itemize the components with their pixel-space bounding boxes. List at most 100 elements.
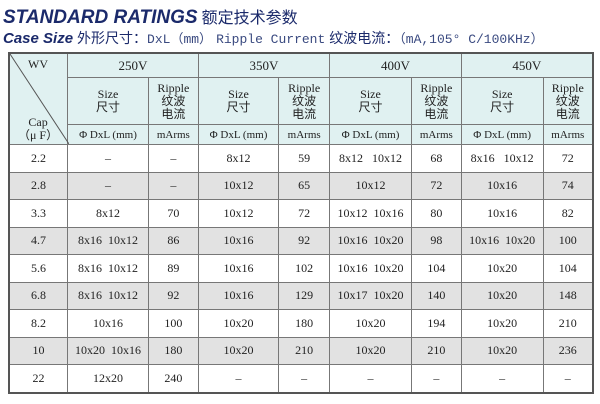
cap-cell: 22: [8, 364, 69, 393]
ripple-cell: 194: [410, 309, 462, 338]
ripple-cell: 72: [542, 144, 594, 173]
size-cn: 尺寸: [226, 100, 251, 114]
ripple-cell: 74: [542, 171, 594, 200]
ripple-cell: 210: [542, 309, 594, 338]
ripple-cn: 纹波电流：: [329, 31, 400, 47]
table-row: 3.3 8x12 70 10x12 72 10x12 10x16 80 10x16 82: [8, 199, 594, 228]
ripple-cell: 100: [147, 309, 199, 338]
size-cell: 8x16 10x12: [460, 144, 544, 173]
ripple-cell: 98: [410, 226, 462, 255]
size-en: Size: [97, 87, 119, 101]
size-cell: 10x16: [197, 254, 280, 283]
size-cell: 10x16 10x20: [460, 226, 544, 255]
size-cell: 10x12: [197, 171, 280, 200]
size-cn: 尺寸: [95, 100, 120, 114]
subtitle: Case Size 外形尺寸：DxL（mm） Ripple Current 纹波…: [3, 28, 544, 48]
size-cell: 12x20: [67, 364, 149, 393]
cap-cell: 10: [8, 336, 69, 365]
size-cell: 10x12: [329, 171, 412, 200]
ripple-header: Ripple 纹波 电流: [542, 77, 594, 125]
voltage-header: 400V: [329, 52, 462, 78]
table-row: 4.7 8x16 10x12 86 10x16 92 10x16 10x20 98 10x16…: [8, 226, 594, 255]
ripple-cell: 70: [147, 199, 199, 228]
size-cell: –: [197, 364, 280, 393]
size-cell: 10x20: [460, 281, 544, 310]
cap-cell: 6.8: [8, 281, 69, 310]
diagonal-line: [10, 54, 69, 144]
cap-cell: 3.3: [8, 199, 69, 228]
size-en: Size: [228, 87, 249, 101]
size-cell: 10x20: [460, 254, 544, 283]
title-en: STANDARD RATINGS: [3, 7, 198, 28]
size-cell: 10x12 10x16: [329, 199, 412, 228]
table-row: 6.8 8x16 10x12 92 10x16 129 10x17 10x20 140 10x…: [8, 281, 594, 310]
voltage-header: 250V: [67, 52, 199, 78]
size-cell: 10x20: [197, 336, 280, 365]
ripple-cell: 236: [542, 336, 594, 365]
ripple-cell: 59: [278, 144, 331, 173]
table-row: 2.2– –8x12 59 8x12 10x12 68 8x16 10x12 72: [8, 144, 594, 173]
ripple-unit: （mA,105° C/100KHz）: [399, 32, 544, 47]
size-cell: 10x20: [329, 336, 412, 365]
size-cell: 8x12 10x12: [329, 144, 412, 173]
size-header: Size 尺寸: [67, 77, 149, 125]
ripple-en: Ripple: [157, 80, 190, 95]
size-header: Size 尺寸: [460, 77, 544, 125]
cap-label: Cap: [28, 115, 48, 129]
table-row: 5.6 8x16 10x12 89 10x16 102 10x16 10x20 104 10x…: [8, 254, 594, 283]
table-row: 8.2 10x16 100 10x20 180 10x20 194 10x20 210: [8, 309, 594, 338]
size-cell: –: [67, 144, 149, 173]
size-cell: 10x16 10x20: [329, 226, 412, 255]
ripple-cell: 129: [278, 281, 331, 310]
wv-label: WV: [28, 57, 48, 71]
size-cell: 10x16: [197, 226, 280, 255]
cap-cell: 2.8: [8, 171, 69, 200]
ripple-unit: mArms: [147, 124, 199, 145]
voltage-header: 350V: [197, 52, 331, 78]
ripple-cn: 纹波: [161, 93, 186, 108]
ripple-cell: –: [542, 364, 594, 393]
ripple-cell: 148: [542, 281, 594, 310]
ripple-cn: 纹波: [555, 93, 580, 108]
size-cell: 10x20: [460, 309, 544, 338]
ripple-cell: 72: [410, 171, 462, 200]
page-title: STANDARD RATINGS 额定技术参数: [3, 4, 298, 29]
ripple-cn: 纹波: [424, 93, 449, 108]
size-cell: 10x20: [329, 309, 412, 338]
ripple-en: Ripple: [420, 80, 453, 95]
cap-unit: （μ F）: [18, 128, 59, 142]
cap-cell: 5.6: [8, 254, 69, 283]
size-unit: Φ DxL (mm): [67, 124, 149, 145]
ripple-cell: 210: [410, 336, 462, 365]
size-cell: 8x16 10x12: [67, 281, 149, 310]
size-cell: –: [460, 364, 544, 393]
title-cn: 额定技术参数: [201, 8, 298, 27]
ripple-cell: 92: [147, 281, 199, 310]
ripple-cell: 180: [278, 309, 331, 338]
ripple-unit: mArms: [410, 124, 462, 145]
size-cell: 10x20: [197, 309, 280, 338]
ripple-cell: –: [410, 364, 462, 393]
ripple-cell: 104: [410, 254, 462, 283]
ripple-unit: mArms: [542, 124, 594, 145]
cap-cell: 4.7: [8, 226, 69, 255]
ripple-cell: 104: [542, 254, 594, 283]
ripple-cell: 86: [147, 226, 199, 255]
case-size-unit: DxL（mm）: [147, 32, 213, 47]
ripple-header: Ripple 纹波 电流: [147, 77, 199, 125]
case-size-cn: 外形尺寸：: [77, 31, 148, 47]
size-cell: 8x12: [67, 199, 149, 228]
ripple-unit: mArms: [278, 124, 331, 145]
size-cell: 10x17 10x20: [329, 281, 412, 310]
ripple-cell: 65: [278, 171, 331, 200]
ripple-cell: 89: [147, 254, 199, 283]
cap-cell: 8.2: [8, 309, 69, 338]
ripple-label: Ripple Current: [216, 32, 326, 47]
ripple-header: Ripple 纹波 电流: [278, 77, 331, 125]
size-header: Size 尺寸: [329, 77, 412, 125]
ripple-cell: 102: [278, 254, 331, 283]
size-cell: –: [67, 171, 149, 200]
size-cell: 8x16 10x12: [67, 254, 149, 283]
ripple-cell: 80: [410, 199, 462, 228]
ripple-cell: 92: [278, 226, 331, 255]
